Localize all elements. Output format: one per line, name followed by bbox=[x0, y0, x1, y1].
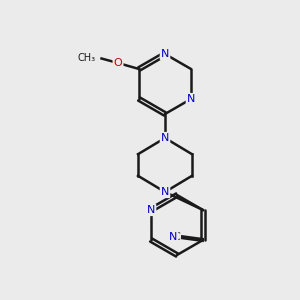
Text: CH₃: CH₃ bbox=[77, 53, 95, 64]
Text: N: N bbox=[161, 133, 169, 143]
Text: N: N bbox=[161, 49, 169, 59]
Text: N: N bbox=[187, 94, 195, 104]
Text: N: N bbox=[147, 205, 155, 215]
Text: N: N bbox=[161, 187, 169, 197]
Text: C: C bbox=[173, 232, 181, 242]
Text: O: O bbox=[114, 58, 122, 68]
Text: N: N bbox=[169, 232, 177, 242]
